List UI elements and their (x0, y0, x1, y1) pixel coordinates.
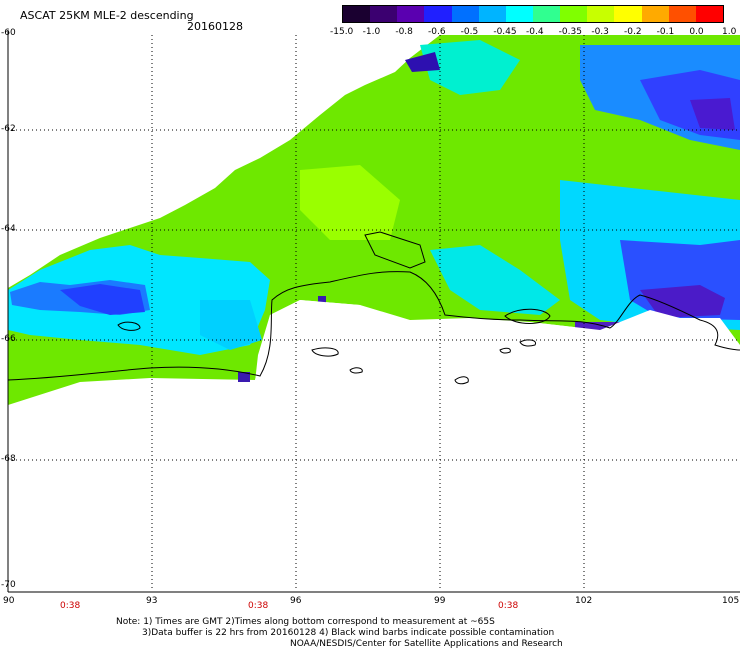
colorbar-label: 0.0 (689, 27, 704, 37)
map-title: ASCAT 25KM MLE-2 descending (20, 9, 194, 22)
colorbar-swatch (505, 6, 533, 22)
colorbar-label: -0.5 (460, 27, 479, 37)
note-line-1: Note: 1) Times are GMT 2)Times along bot… (116, 617, 495, 627)
colorbar-label: -0.1 (656, 27, 675, 37)
lat-label: -70 (1, 580, 16, 590)
colorbar-swatch (370, 6, 398, 22)
colorbar-label: -0.2 (624, 27, 642, 37)
note-line-2: 3)Data buffer is 22 hrs from 20160128 4)… (142, 628, 555, 638)
lat-label: -68 (1, 454, 16, 464)
lat-label: -62 (1, 124, 16, 134)
lon-label: 93 (146, 596, 158, 606)
colorbar-label: -0.4 (526, 27, 544, 37)
colorbar-label: -0.3 (591, 27, 609, 37)
map-date: 20160128 (187, 20, 243, 33)
colorbar-swatch (695, 6, 723, 22)
colorbar-label: -1.0 (362, 27, 381, 37)
time-label: 0:38 (248, 601, 269, 611)
colorbar-swatch (614, 6, 642, 22)
colorbar-swatch (424, 6, 452, 22)
colorbar-swatch (343, 6, 371, 22)
colorbar-swatch (451, 6, 479, 22)
lon-label: 96 (290, 596, 302, 606)
colorbar-label: -0.35 (558, 27, 582, 37)
colorbar-swatch (587, 6, 615, 22)
grid-lines (8, 35, 740, 590)
time-label: 0:38 (498, 601, 519, 611)
colorbar-label: 1.0 (722, 27, 737, 37)
colorbar-label: -0.8 (395, 27, 413, 37)
lon-label: 102 (575, 596, 593, 606)
lon-label: 105 (722, 596, 740, 606)
data-swath (8, 35, 740, 405)
no-data-region (255, 300, 740, 390)
colorbar-swatch (560, 6, 588, 22)
colorbar-swatch (532, 6, 561, 22)
lon-label: 90 (3, 596, 15, 606)
colorbar-swatch (641, 6, 669, 22)
colorbar (342, 5, 724, 23)
colorbar-label: -0.45 (493, 27, 517, 37)
note-line-3: NOAA/NESDIS/Center for Satellite Applica… (290, 639, 563, 649)
lon-label: 99 (434, 596, 446, 606)
coastline (7, 231, 740, 385)
time-label: 0:38 (60, 601, 81, 611)
lat-label: -60 (1, 28, 16, 38)
colorbar-swatch (397, 6, 425, 22)
colorbar-label: -0.6 (428, 27, 446, 37)
colorbar-swatch (478, 6, 506, 22)
colorbar-swatch (668, 6, 696, 22)
lat-label: -64 (1, 224, 16, 234)
colorbar-label: -15.0 (330, 27, 354, 37)
lat-label: -66 (1, 334, 16, 344)
